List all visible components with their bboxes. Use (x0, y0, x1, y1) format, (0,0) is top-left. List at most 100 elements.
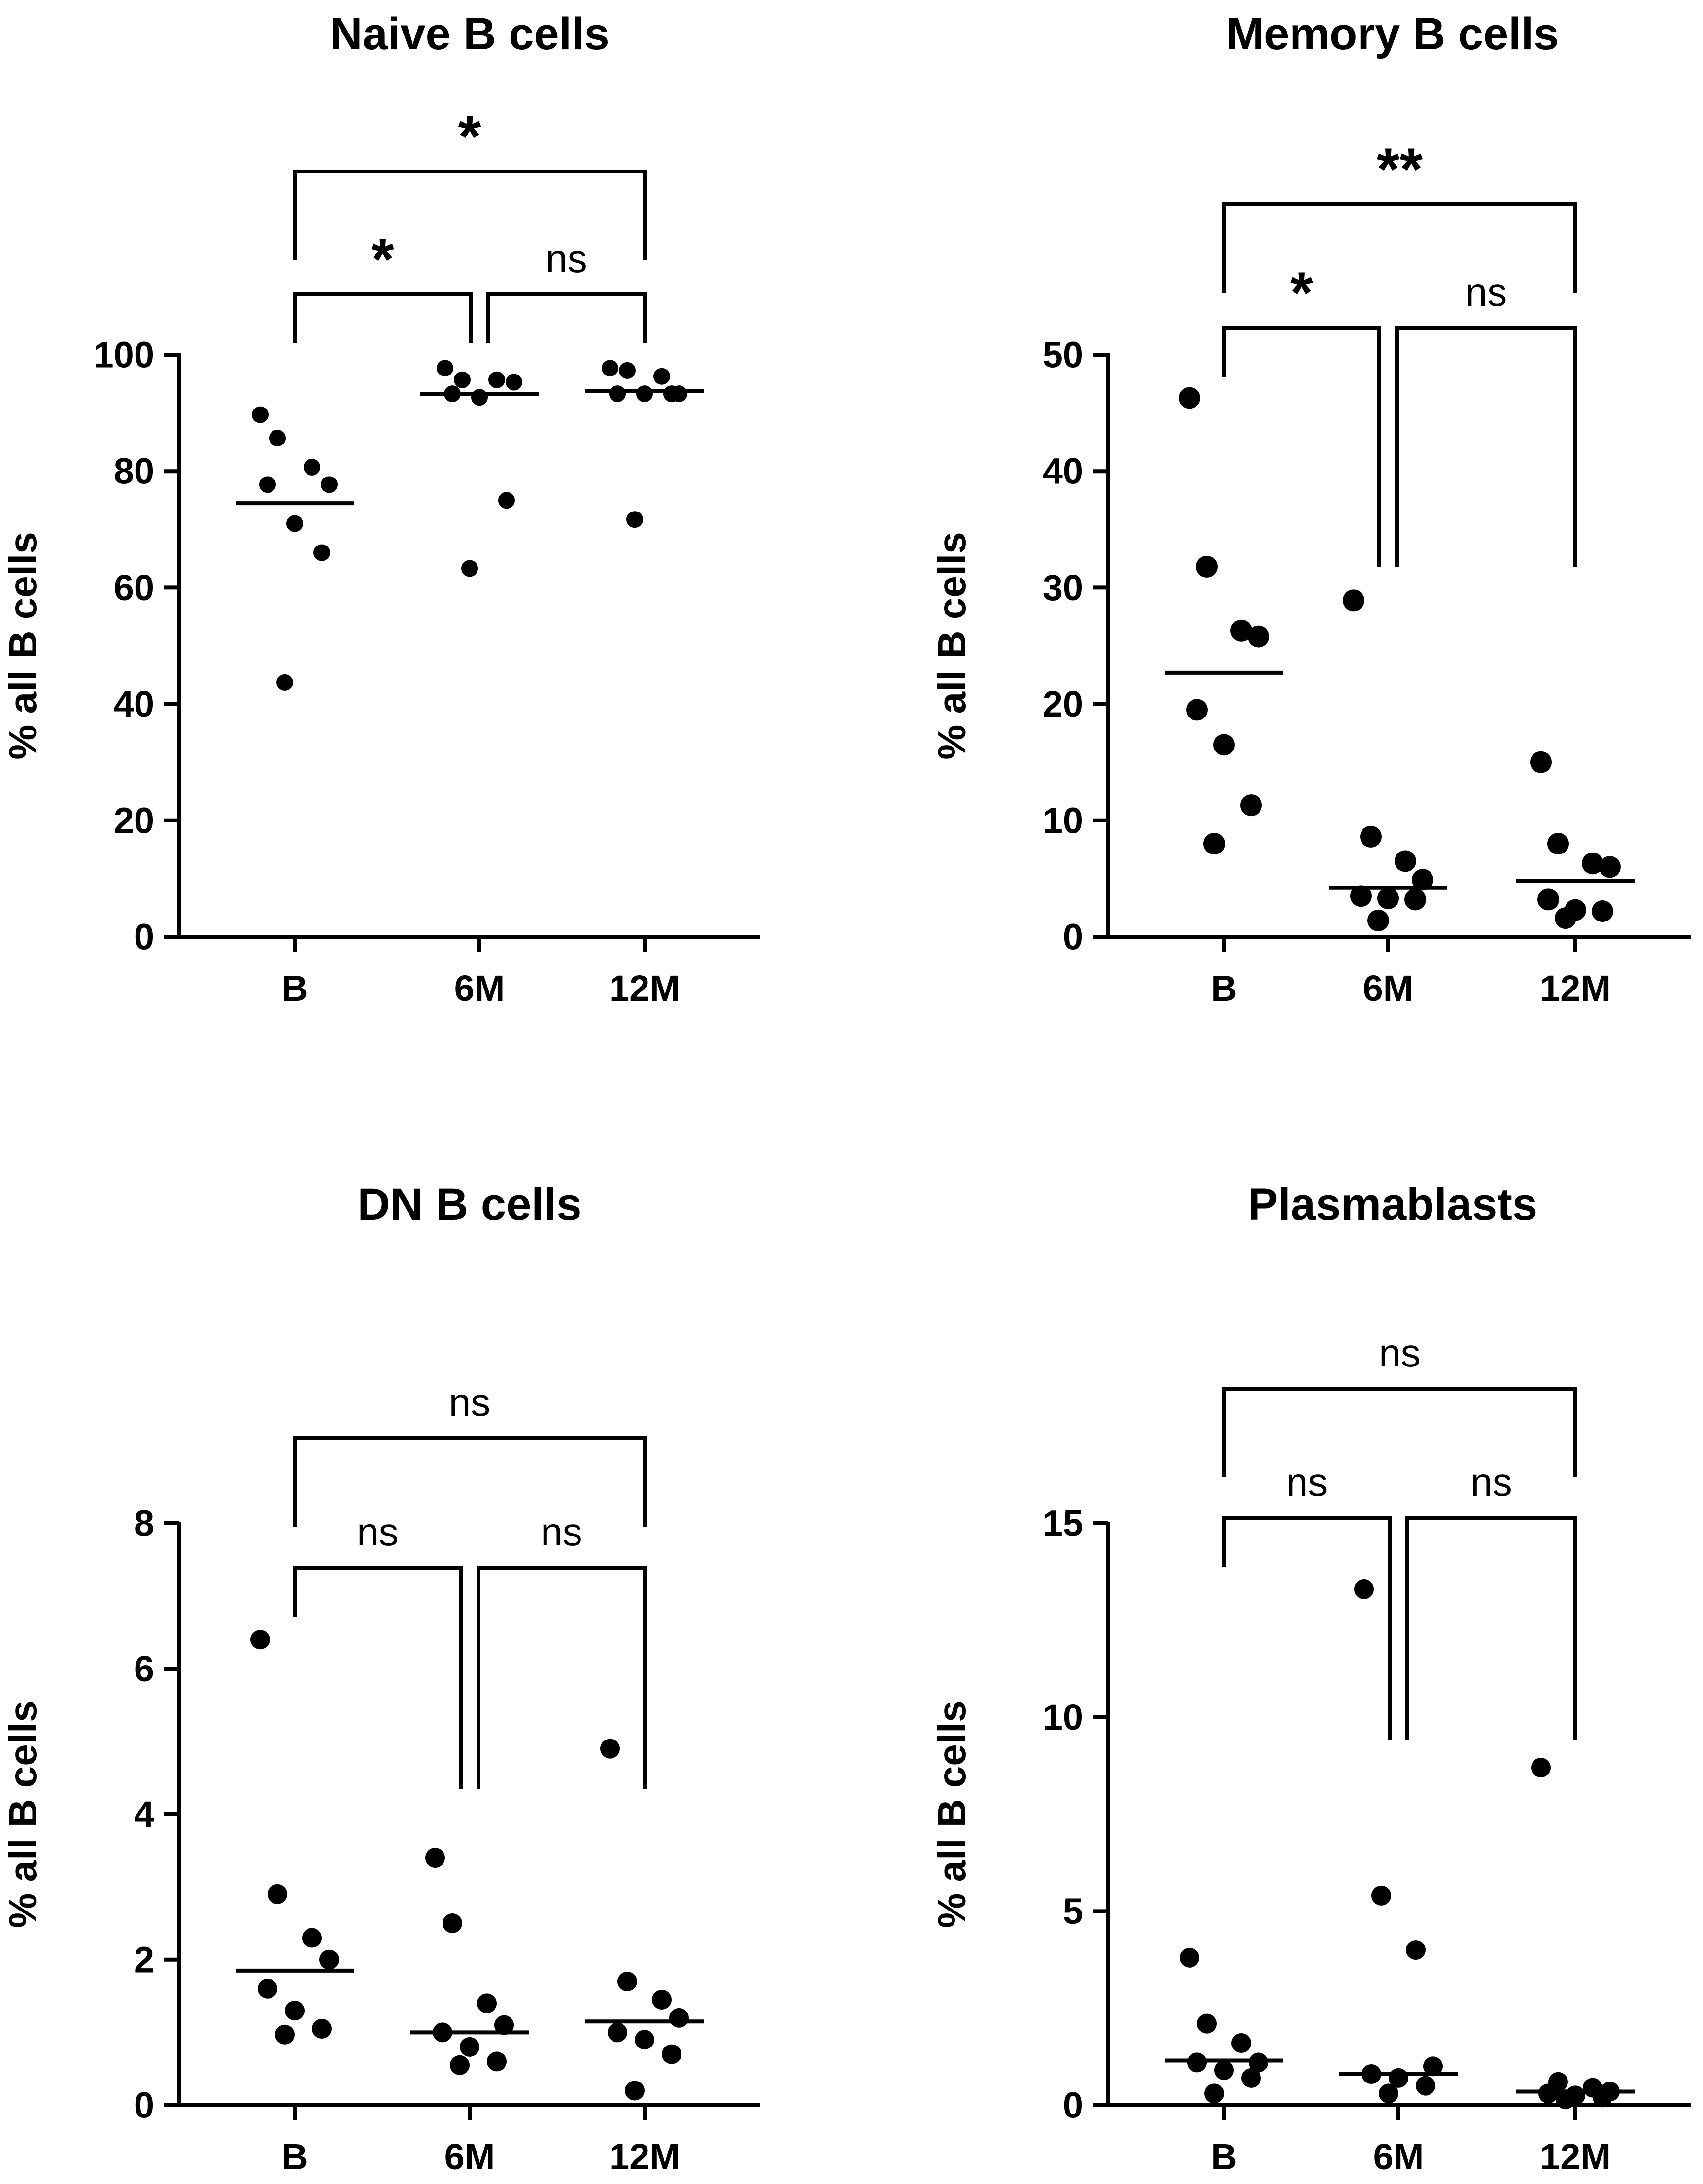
x-tick-label: 6M (444, 2136, 495, 2177)
data-point (1395, 850, 1416, 872)
data-point (506, 374, 522, 391)
data-point (1360, 825, 1382, 848)
data-point (1179, 387, 1200, 409)
x-tick-label: 6M (454, 968, 505, 1009)
significance-bracket (477, 1566, 647, 1789)
data-point (608, 2022, 627, 2043)
data-point (268, 1884, 287, 1904)
data-point (1248, 625, 1269, 648)
y-tick-label: 20 (114, 800, 154, 841)
data-point (1555, 907, 1576, 929)
significance-label: ns (1286, 1460, 1328, 1504)
chart-title: Memory B cells (1226, 9, 1559, 59)
data-point (1196, 555, 1218, 578)
data-point (488, 371, 505, 388)
x-tick-label: B (281, 968, 307, 1009)
data-point (635, 2030, 654, 2050)
significance-label: ns (449, 1380, 491, 1424)
significance-label: ** (1377, 136, 1423, 202)
y-tick-label: 100 (94, 335, 154, 375)
data-point (1416, 2076, 1435, 2096)
y-axis-label: % all B cells (1, 532, 45, 759)
data-point (653, 368, 670, 385)
data-point (609, 385, 626, 403)
data-point (636, 385, 653, 403)
data-point (1240, 794, 1262, 817)
significance-label: * (1290, 260, 1313, 326)
data-point (276, 674, 293, 691)
significance-label: * (371, 226, 394, 292)
y-tick-label: 6 (134, 1648, 154, 1689)
data-point (1214, 2060, 1234, 2081)
data-point (602, 360, 618, 377)
data-point (494, 2015, 514, 2035)
data-point (302, 1928, 322, 1948)
data-point (662, 2044, 681, 2064)
panel-3: DN B cells % all B cells 0 2 4 6 8 B 6M 12M ns ns ns (1, 1179, 760, 2177)
chart-title: Naive B cells (330, 9, 610, 59)
significance-bracket (1222, 1387, 1577, 1477)
data-point (286, 515, 303, 532)
data-point (1379, 2083, 1398, 2104)
y-tick-label: 40 (114, 683, 154, 724)
significance-bracket (1222, 1516, 1392, 1740)
data-point (1547, 833, 1569, 855)
data-point (487, 2051, 507, 2072)
data-point (1423, 2056, 1443, 2077)
data-point (1343, 589, 1364, 612)
y-tick-label: 80 (114, 451, 154, 492)
y-tick-label: 0 (1063, 917, 1083, 957)
data-point (1592, 900, 1613, 922)
significance-label: ns (545, 237, 587, 280)
y-axis-label: % all B cells (930, 532, 974, 759)
data-point (1556, 2089, 1575, 2110)
significance-label: ns (1379, 1331, 1421, 1375)
significance-bracket (1405, 1516, 1577, 1740)
data-point (313, 544, 330, 561)
significance-label: ns (1465, 270, 1507, 314)
y-tick-label: 0 (134, 2085, 154, 2126)
data-point (1213, 734, 1235, 756)
data-point (437, 360, 453, 377)
x-tick-label: B (1211, 2136, 1237, 2177)
data-point (1377, 887, 1399, 910)
data-point (498, 492, 515, 509)
y-tick-label: 4 (134, 1794, 154, 1835)
data-point (319, 1949, 339, 1970)
data-point (258, 1979, 277, 1999)
significance-bracket (293, 170, 647, 260)
y-tick-label: 50 (1043, 335, 1083, 375)
data-point (669, 2008, 689, 2028)
significance-bracket (1222, 202, 1577, 293)
y-tick-label: 20 (1043, 683, 1083, 724)
y-tick-label: 15 (1043, 1503, 1083, 1544)
data-point (312, 2018, 332, 2039)
y-tick-label: 8 (134, 1503, 154, 1544)
significance-bracket (293, 1436, 647, 1527)
data-point (617, 1972, 637, 1992)
data-point (259, 476, 276, 493)
data-point (1404, 888, 1426, 911)
y-tick-label: 60 (114, 567, 154, 608)
data-point (652, 1989, 672, 2010)
significance-label: ns (541, 1510, 582, 1554)
x-tick-label: 6M (1373, 2136, 1424, 2177)
y-tick-label: 40 (1043, 451, 1083, 492)
y-tick-label: 10 (1043, 800, 1083, 841)
data-point (663, 385, 680, 403)
data-point (1406, 1940, 1426, 1960)
data-point (625, 2081, 645, 2101)
data-point (477, 1993, 497, 2013)
data-point (626, 511, 643, 528)
x-tick-label: B (281, 2136, 307, 2177)
significance-label: * (458, 103, 481, 170)
data-point (1350, 885, 1372, 907)
data-point (454, 371, 471, 388)
panel-1: Naive B cells % all B cells 0 20 40 60 80 100 B 6… (1, 9, 760, 1009)
x-tick-label: 12M (609, 968, 680, 1009)
y-tick-label: 0 (1063, 2085, 1083, 2126)
y-tick-label: 0 (134, 917, 154, 957)
data-point (1530, 751, 1552, 773)
data-point (252, 406, 269, 423)
